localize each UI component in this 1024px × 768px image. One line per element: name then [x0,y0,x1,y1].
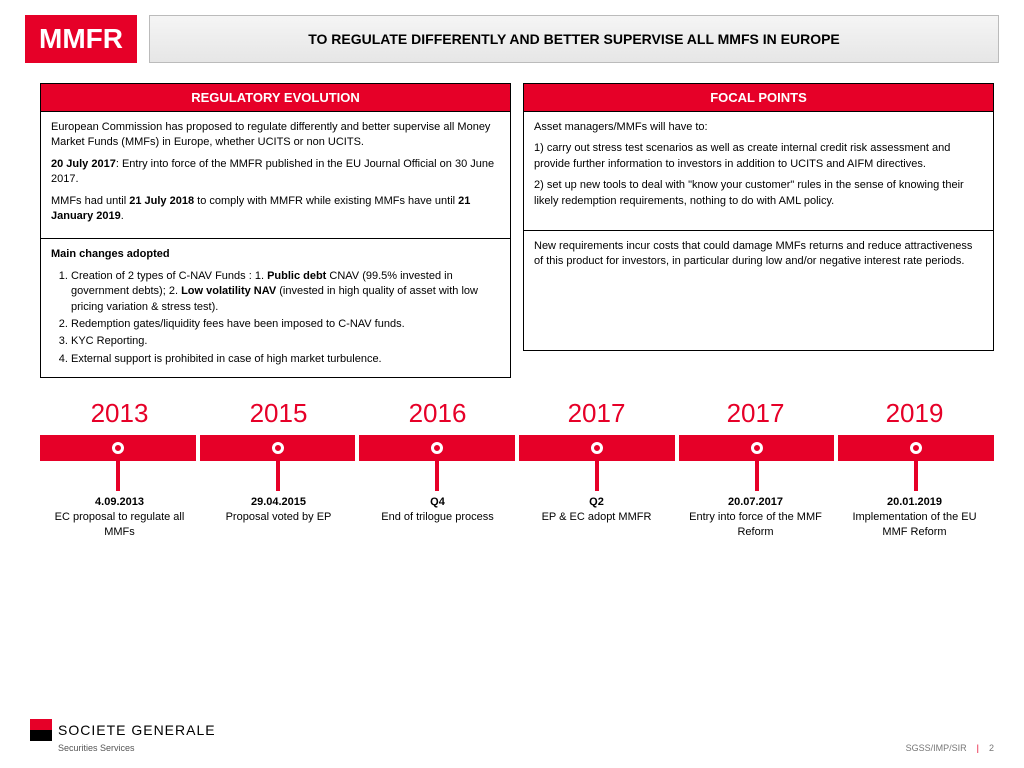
timeline-dot-icon [431,442,443,454]
timeline-year: 2017 [517,398,676,429]
footer: SOCIETE GENERALE Securities Services SGS… [30,719,994,753]
brand-logo: MMFR [25,15,137,63]
page-number: 2 [989,743,994,753]
text: . [121,210,124,222]
timeline-segment [200,435,356,461]
company-name: SOCIETE GENERALE [58,722,216,738]
bold-date: 20 July 2017 [51,158,116,170]
company-logo-icon [30,719,52,741]
timeline-bar [40,435,994,461]
text: MMFs had until [51,195,129,207]
timeline-caption: Q2EP & EC adopt MMFR [517,495,676,540]
timeline-dot-icon [910,442,922,454]
timeline-caption: 4.09.2013EC proposal to regulate all MMF… [40,495,199,540]
timeline-segment [40,435,196,461]
company-subtitle: Securities Services [58,743,216,753]
timeline-caption: 20.01.2019Implementation of the EU MMF R… [835,495,994,540]
paragraph: 20 July 2017: Entry into force of the MM… [51,157,500,188]
timeline-segment [359,435,515,461]
timeline-caption: 29.04.2015Proposal voted by EP [199,495,358,540]
panel-heading: REGULATORY EVOLUTION [40,83,511,111]
paragraph: 1) carry out stress test scenarios as we… [534,141,983,172]
timeline-dot-icon [591,442,603,454]
timeline-text: End of trilogue process [381,511,494,523]
panel-focal-points: FOCAL POINTS Asset managers/MMFs will ha… [523,83,994,378]
timeline-date: 20.01.2019 [841,495,988,510]
timeline-text: Implementation of the EU MMF Reform [852,511,976,538]
bold-term: Public debt [267,270,326,282]
timeline-dot-icon [272,442,284,454]
panels-row: REGULATORY EVOLUTION European Commission… [0,63,1024,388]
divider-icon: | [977,743,979,753]
timeline-tick-icon [116,461,120,491]
text: : Entry into force of the MMFR published… [51,158,494,185]
timeline-year: 2016 [358,398,517,429]
timeline-year: 2019 [835,398,994,429]
timeline-date: 4.09.2013 [46,495,193,510]
timeline-tick-icon [914,461,918,491]
company-logo-main: SOCIETE GENERALE [30,719,216,741]
timeline-segment [519,435,675,461]
list-item: External support is prohibited in case o… [71,352,500,367]
bold-term: Low volatility NAV [181,285,276,297]
timeline-tick-icon [755,461,759,491]
paragraph: Asset managers/MMFs will have to: [534,120,983,135]
page-title: TO REGULATE DIFFERENTLY AND BETTER SUPER… [149,15,999,63]
paragraph: European Commission has proposed to regu… [51,120,500,151]
timeline-tick-icon [595,461,599,491]
header-row: MMFR TO REGULATE DIFFERENTLY AND BETTER … [0,0,1024,63]
list-item: Redemption gates/liquidity fees have bee… [71,317,500,332]
timeline-tick-icon [435,461,439,491]
timeline-caption: Q4End of trilogue process [358,495,517,540]
bold-date: 21 July 2018 [129,195,194,207]
timeline-text: Proposal voted by EP [226,511,332,523]
timeline-caption: 20.07.2017Entry into force of the MMF Re… [676,495,835,540]
timeline-segment [679,435,835,461]
timeline-date: Q4 [364,495,511,510]
timeline-year: 2013 [40,398,199,429]
timeline-date: 20.07.2017 [682,495,829,510]
timeline-text: EC proposal to regulate all MMFs [55,511,185,538]
text: to comply with MMFR while existing MMFs … [194,195,458,207]
text: Creation of 2 types of C-NAV Funds : 1. [71,270,267,282]
paragraph: 2) set up new tools to deal with "know y… [534,178,983,209]
timeline-year: 2015 [199,398,358,429]
panel-heading: FOCAL POINTS [523,83,994,111]
panel-body-top: Asset managers/MMFs will have to: 1) car… [523,111,994,231]
timeline-years-row: 2013 2015 2016 2017 2017 2019 [40,398,994,429]
changes-list: Creation of 2 types of C-NAV Funds : 1. … [51,269,500,367]
subheading: Main changes adopted [51,248,170,260]
timeline-text: Entry into force of the MMF Reform [689,511,822,538]
list-item: KYC Reporting. [71,334,500,349]
list-item: Creation of 2 types of C-NAV Funds : 1. … [71,269,500,315]
footer-code: SGSS/IMP/SIR [906,743,967,753]
panel-body-bottom: New requirements incur costs that could … [523,231,994,351]
panel-regulatory-evolution: REGULATORY EVOLUTION European Commission… [40,83,511,378]
timeline-date: Q2 [523,495,670,510]
timeline: 2013 2015 2016 2017 2017 2019 4.09.2013E… [0,388,1024,540]
timeline-dot-icon [751,442,763,454]
timeline-dot-icon [112,442,124,454]
timeline-captions-row: 4.09.2013EC proposal to regulate all MMF… [40,495,994,540]
paragraph: MMFs had until 21 July 2018 to comply wi… [51,194,500,225]
panel-body-bottom: Main changes adopted Creation of 2 types… [40,239,511,378]
paragraph: New requirements incur costs that could … [534,239,983,270]
timeline-tick-icon [276,461,280,491]
company-logo: SOCIETE GENERALE Securities Services [30,719,216,753]
panel-body-top: European Commission has proposed to regu… [40,111,511,239]
timeline-text: EP & EC adopt MMFR [542,511,652,523]
timeline-date: 29.04.2015 [205,495,352,510]
timeline-segment [838,435,994,461]
timeline-year: 2017 [676,398,835,429]
footer-meta: SGSS/IMP/SIR | 2 [906,743,994,753]
